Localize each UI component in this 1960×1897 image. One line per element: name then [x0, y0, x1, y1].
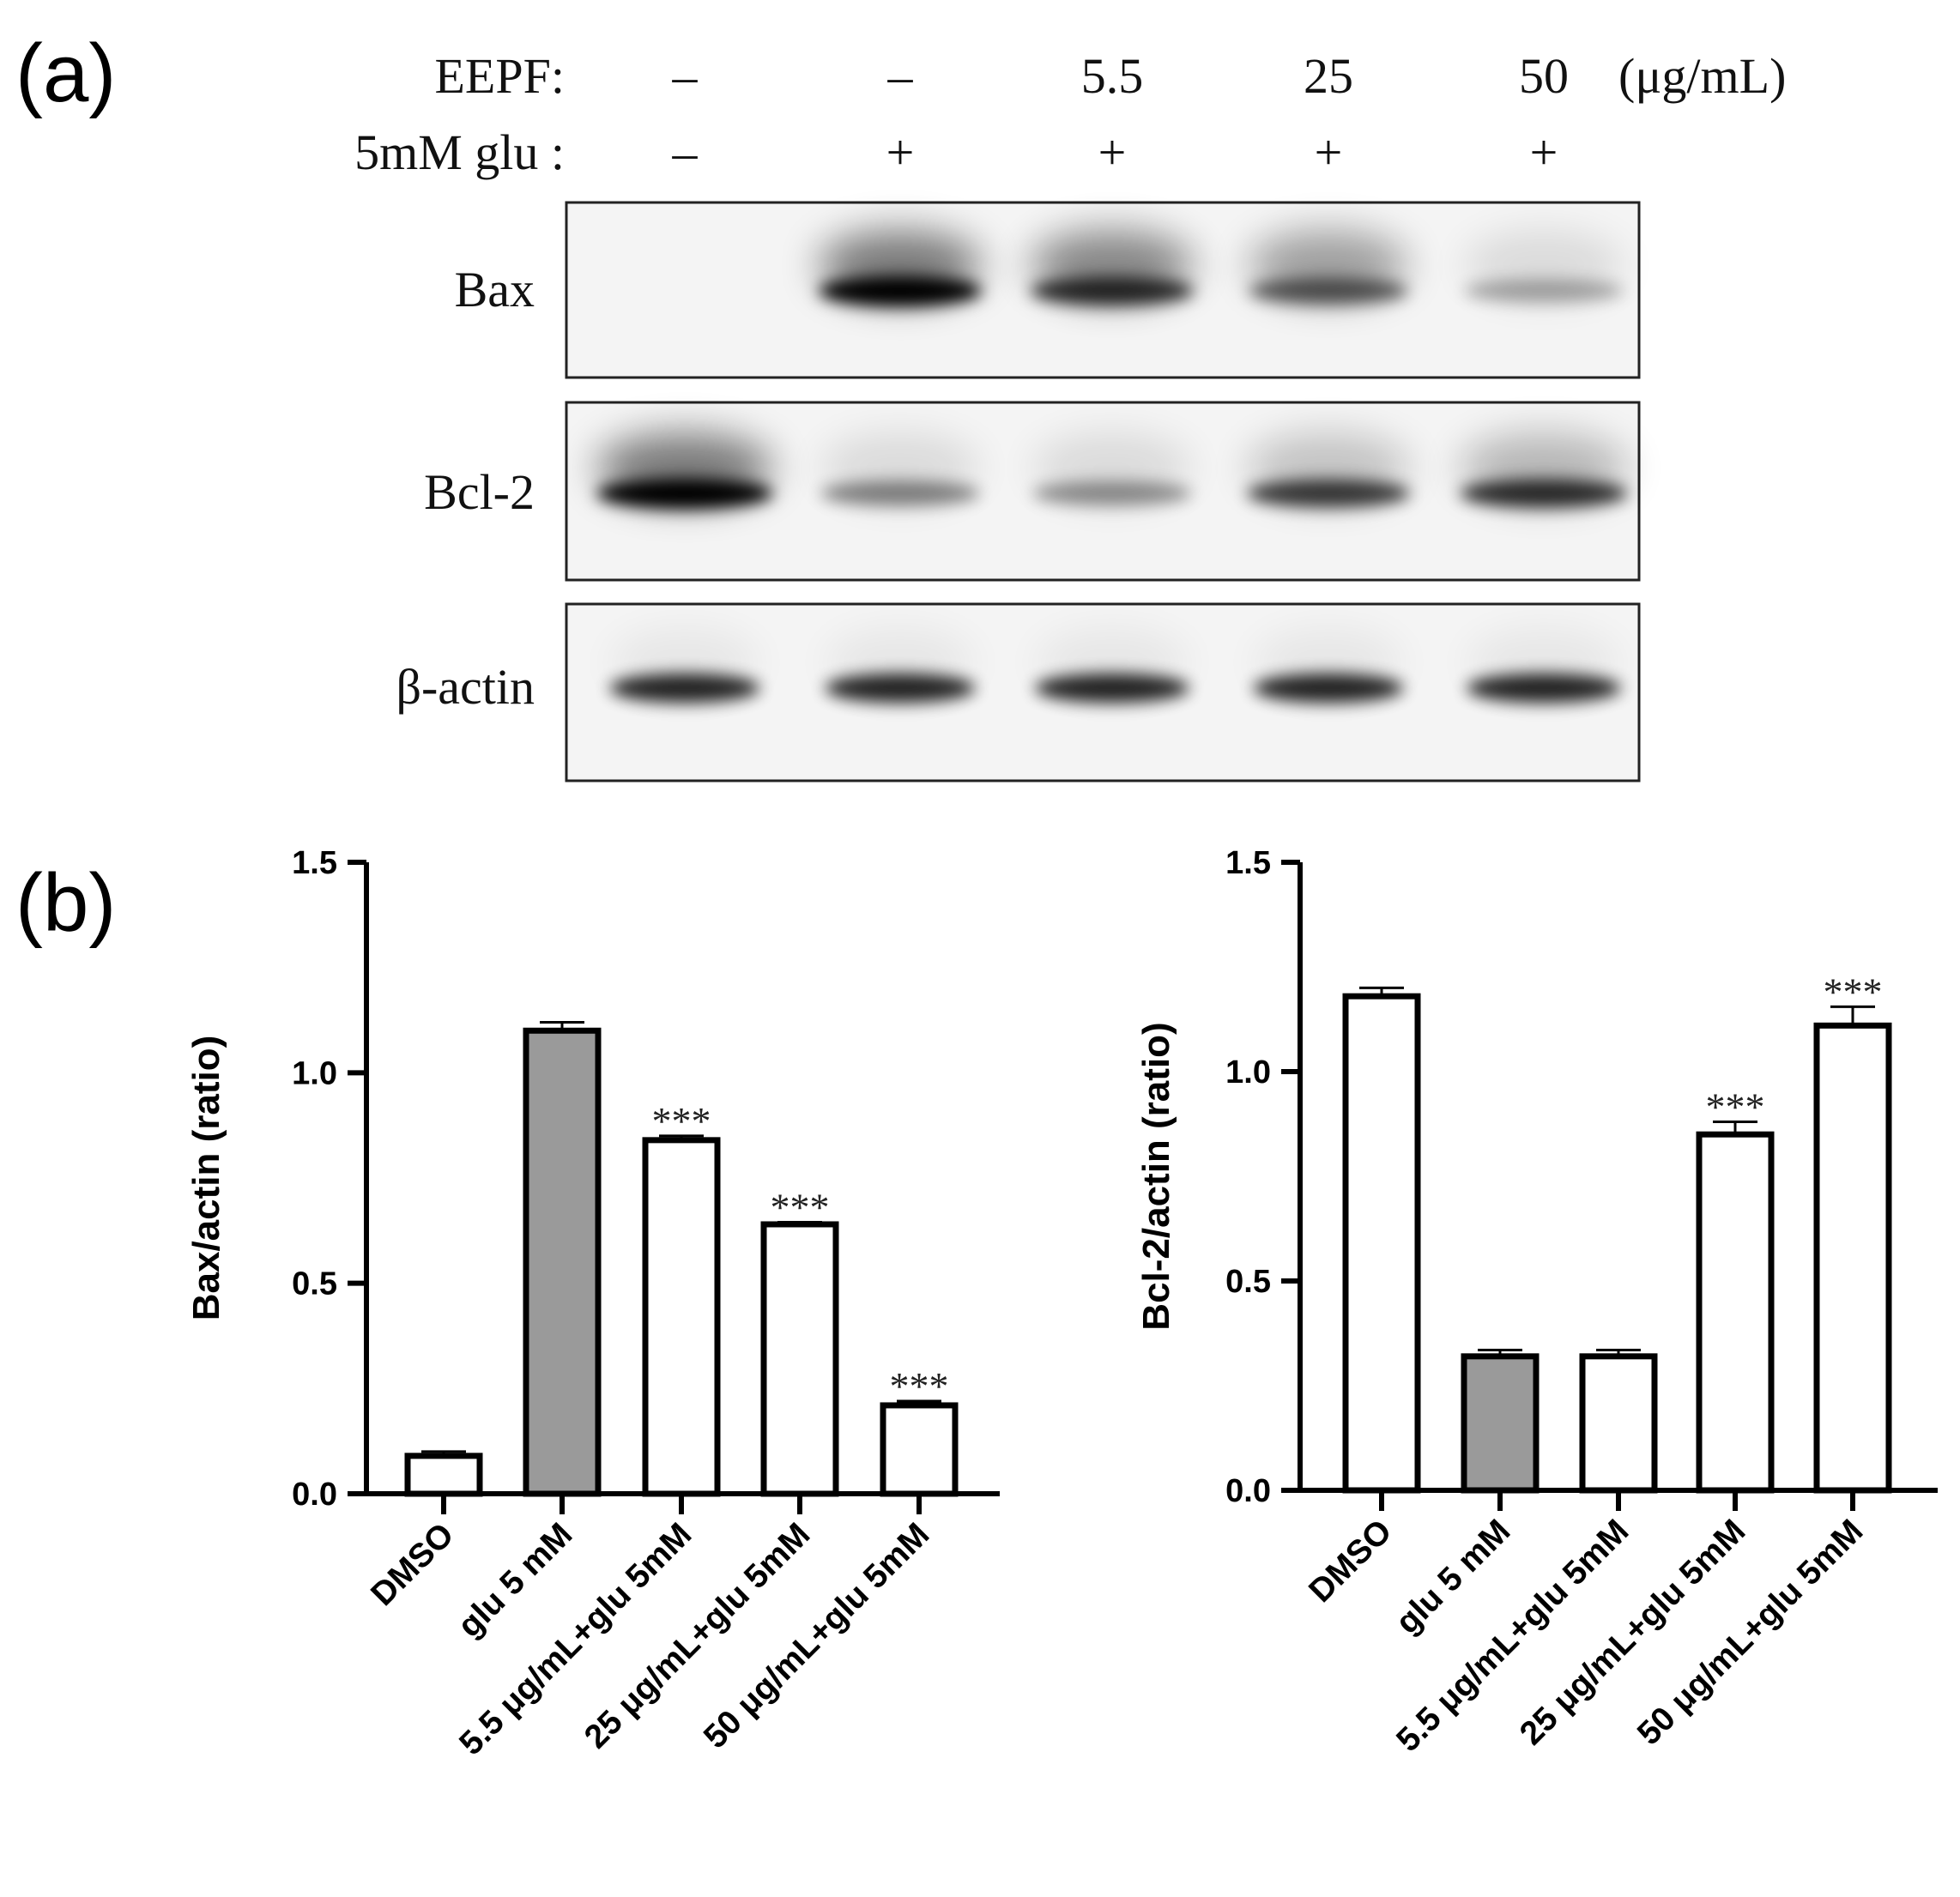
band: [819, 275, 982, 306]
header-label: 5mM glu :: [354, 124, 565, 180]
y-axis-label: Bcl-2/actin (ratio): [1135, 1022, 1177, 1330]
y-tick-label: 0.0: [292, 1477, 337, 1513]
y-tick-label: 0.5: [292, 1266, 337, 1302]
y-tick-label: 1.5: [292, 845, 337, 881]
unit-label: (μg/mL): [1618, 48, 1786, 104]
bar: [642, 1137, 721, 1497]
band: [1031, 276, 1194, 305]
x-tick-label: glu 5 mM: [1388, 1513, 1517, 1641]
x-tick-label: 50 μg/mL+glu 5mM: [697, 1516, 936, 1755]
bar: [1813, 1022, 1892, 1494]
row-label: β-actin: [396, 659, 535, 715]
lane-label: +: [886, 124, 915, 180]
lane-label: 25: [1304, 48, 1353, 104]
x-tick-label: DMSO: [1302, 1513, 1399, 1610]
band: [609, 673, 760, 704]
x-tick-label: DMSO: [364, 1516, 461, 1613]
band: [1467, 673, 1621, 704]
significance-label: ***: [1824, 970, 1883, 1013]
bar: [523, 1027, 602, 1497]
band: [1035, 673, 1189, 704]
y-tick-label: 1.0: [1225, 1054, 1271, 1090]
band: [1253, 673, 1404, 704]
significance-label: ***: [652, 1099, 711, 1143]
bar: [1579, 1353, 1658, 1494]
lane-label: +: [1098, 124, 1127, 180]
x-tick-label: 5.5 μg/mL+glu 5mM: [1389, 1513, 1636, 1759]
x-tick-label: 25 μg/mL+glu 5mM: [1513, 1513, 1752, 1752]
y-tick-label: 0.0: [1225, 1473, 1271, 1509]
band: [1460, 479, 1628, 508]
band: [1249, 277, 1408, 305]
y-axis-label: Bax/actin (ratio): [185, 1036, 227, 1321]
header-label: EEPF:: [435, 48, 566, 104]
row-label: Bcl-2: [424, 464, 535, 520]
band: [820, 480, 980, 506]
bar: [1696, 1131, 1775, 1494]
band: [1032, 480, 1192, 506]
y-tick-label: 1.5: [1225, 845, 1271, 881]
lane-label: –: [672, 48, 699, 104]
band: [1464, 279, 1624, 303]
panel-label: (b): [15, 857, 116, 949]
bar: [880, 1402, 959, 1497]
bar: [1461, 1353, 1540, 1494]
x-tick-label: 25 μg/mL+glu 5mM: [578, 1516, 817, 1755]
band: [596, 478, 773, 509]
significance-label: ***: [771, 1186, 830, 1229]
lane-label: –: [672, 124, 699, 180]
lane-label: +: [1530, 124, 1558, 180]
lane-label: +: [1315, 124, 1343, 180]
bar: [1342, 993, 1421, 1494]
significance-label: ***: [1706, 1085, 1765, 1129]
lane-label: 5.5: [1081, 48, 1144, 104]
y-tick-label: 0.5: [1225, 1264, 1271, 1300]
bar: [404, 1453, 483, 1497]
x-tick-label: 5.5 μg/mL+glu 5mM: [452, 1516, 699, 1762]
row-label: Bax: [455, 262, 535, 317]
y-tick-label: 1.0: [292, 1055, 337, 1091]
band: [1247, 479, 1410, 508]
lane-label: –: [887, 48, 914, 104]
x-tick-label: glu 5 mM: [451, 1516, 579, 1645]
panel-label: (a): [15, 27, 116, 119]
x-tick-label: 50 μg/mL+glu 5mM: [1630, 1513, 1870, 1752]
bar: [760, 1221, 839, 1497]
band: [825, 673, 976, 704]
lane-label: 50: [1519, 48, 1569, 104]
significance-label: ***: [890, 1364, 949, 1408]
